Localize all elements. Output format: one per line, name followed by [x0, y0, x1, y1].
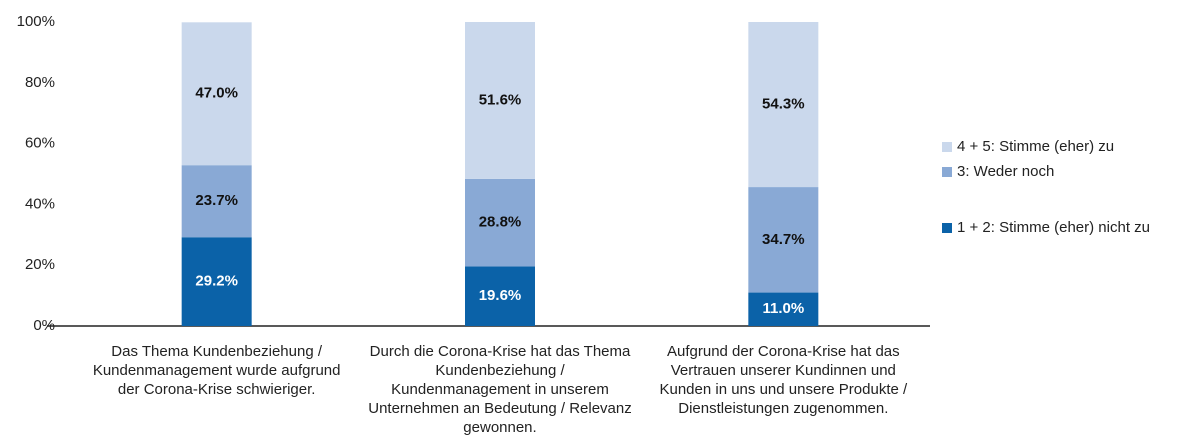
x-tick-label: Durch die Corona-Krise hat das Thema Kun… [368, 343, 632, 436]
y-tick-label: 20% [25, 256, 55, 273]
data-label: 19.6% [479, 287, 522, 304]
data-label: 51.6% [479, 91, 522, 108]
bar-segment [181, 237, 252, 326]
bar-segment [748, 22, 819, 188]
x-tick-label: Aufgrund der Corona-Krise hat das Vertra… [659, 343, 908, 417]
data-label: 28.8% [479, 214, 522, 231]
y-tick-label: 100% [17, 13, 55, 30]
legend-swatch [942, 167, 952, 177]
data-label: 29.2% [195, 273, 238, 290]
bar-segment [465, 22, 535, 179]
data-label: 23.7% [195, 192, 238, 209]
bar-segment [181, 165, 252, 238]
x-tick-label: Das Thema Kundenbeziehung / Kundenmanage… [92, 343, 341, 398]
bar-segment [465, 266, 535, 326]
data-label: 11.0% [762, 300, 804, 317]
legend-swatch [942, 142, 952, 152]
bar-segment [748, 292, 819, 326]
legend-label: 3: Weder noch [957, 163, 1054, 180]
y-tick-label: 40% [25, 195, 55, 212]
y-tick-label: 0% [33, 317, 55, 334]
bar-segment [748, 187, 819, 293]
y-tick-label: 60% [25, 135, 55, 152]
bar-segment [181, 22, 252, 166]
data-label: 47.0% [195, 85, 238, 102]
legend-label: 1 + 2: Stimme (eher) nicht zu [957, 219, 1150, 236]
bar-segment [465, 178, 535, 267]
legend-label: 4 + 5: Stimme (eher) zu [957, 138, 1114, 155]
data-label: 54.3% [762, 96, 805, 113]
y-tick-label: 80% [25, 74, 55, 91]
legend-swatch [942, 223, 952, 233]
data-label: 34.7% [762, 231, 805, 248]
